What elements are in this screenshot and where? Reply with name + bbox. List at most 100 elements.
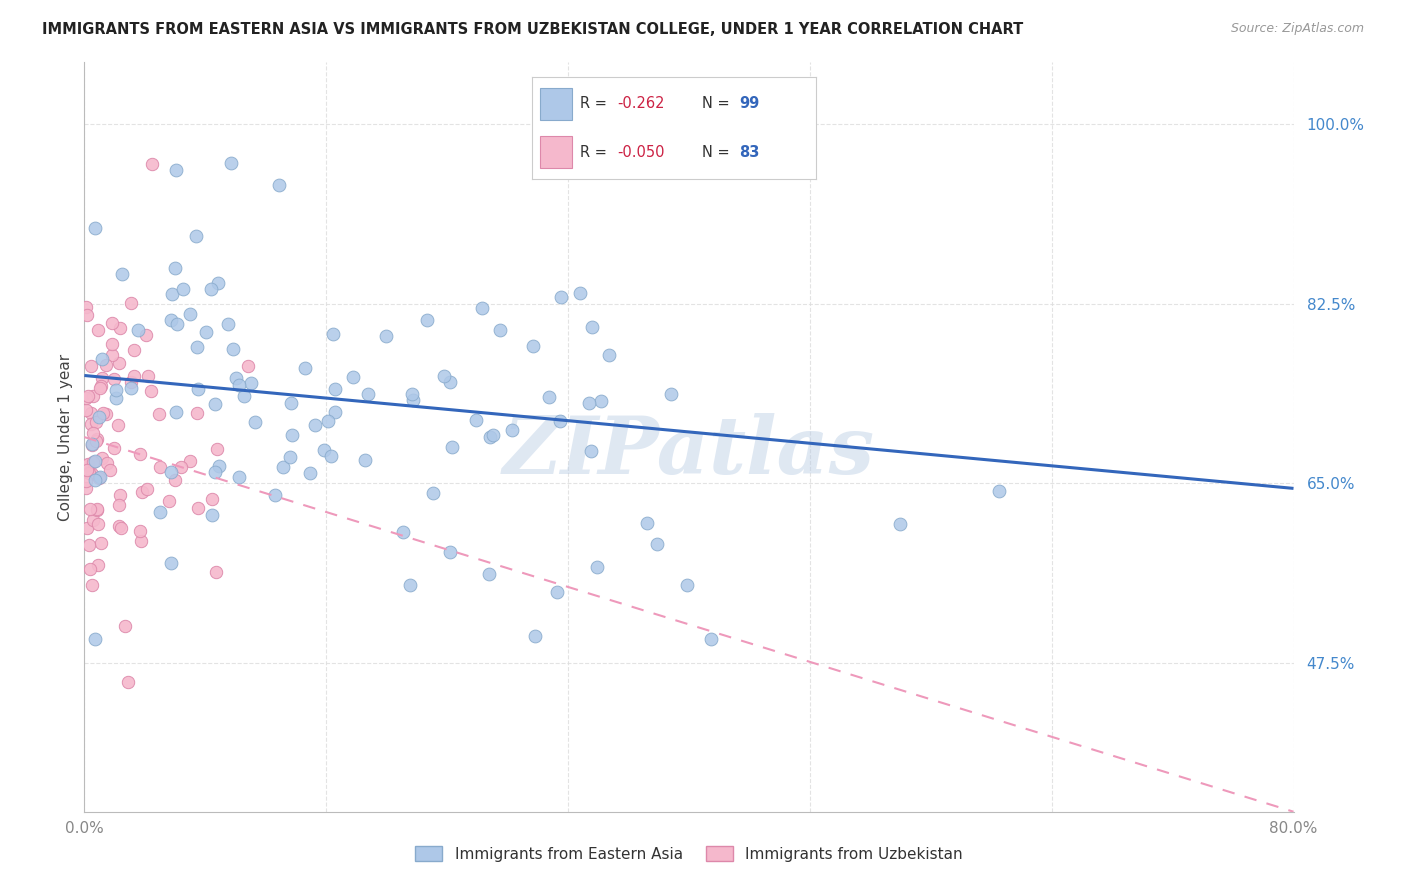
Point	[80, 578, 103, 592]
Point	[160, 557, 183, 571]
Point	[114, 619, 136, 633]
Point	[374, 329, 396, 343]
Point	[80, 359, 103, 374]
Point	[546, 584, 568, 599]
Point	[179, 454, 201, 468]
Point	[273, 459, 295, 474]
Point	[108, 519, 131, 533]
Point	[228, 470, 250, 484]
Point	[86, 501, 108, 516]
Legend: Immigrants from Eastern Asia, Immigrants from Uzbekistan: Immigrants from Eastern Asia, Immigrants…	[409, 839, 969, 868]
Point	[201, 491, 224, 506]
Point	[120, 375, 142, 389]
Point	[96, 456, 118, 470]
Point	[422, 486, 444, 500]
Point	[117, 675, 139, 690]
Point	[89, 381, 111, 395]
Point	[579, 444, 602, 458]
Point	[108, 321, 131, 335]
Point	[107, 418, 129, 433]
Point	[357, 387, 380, 401]
Point	[659, 387, 682, 401]
Point	[186, 229, 208, 244]
Point	[204, 465, 226, 479]
Point	[75, 300, 97, 314]
Point	[501, 423, 523, 437]
Point	[267, 178, 290, 193]
Point	[87, 323, 110, 337]
Point	[82, 455, 104, 469]
Point	[401, 386, 423, 401]
Point	[200, 282, 222, 296]
Point	[478, 567, 501, 582]
Point	[568, 285, 591, 300]
Point	[479, 430, 502, 444]
Point	[165, 405, 187, 419]
Point	[107, 498, 129, 512]
Point	[149, 460, 172, 475]
Point	[86, 503, 108, 517]
Point	[76, 458, 98, 472]
Point	[110, 267, 132, 281]
Point	[523, 629, 546, 643]
Point	[79, 501, 101, 516]
Point	[548, 414, 571, 428]
Point	[165, 473, 187, 487]
Point	[77, 538, 100, 552]
Point	[165, 162, 187, 177]
Point	[135, 482, 157, 496]
Point	[186, 340, 208, 354]
Point	[103, 441, 125, 455]
Text: Source: ZipAtlas.com: Source: ZipAtlas.com	[1230, 22, 1364, 36]
Point	[80, 437, 103, 451]
Point	[131, 485, 153, 500]
Point	[127, 323, 149, 337]
Point	[108, 488, 131, 502]
Point	[75, 403, 97, 417]
Point	[141, 157, 163, 171]
Point	[586, 560, 609, 574]
Point	[129, 534, 152, 549]
Point	[84, 415, 107, 429]
Point	[79, 562, 101, 576]
Point	[90, 370, 112, 384]
Point	[471, 301, 494, 316]
Text: ZIPatlas: ZIPatlas	[503, 413, 875, 491]
Point	[170, 459, 193, 474]
Point	[636, 516, 658, 530]
Point	[163, 261, 186, 276]
Point	[243, 415, 266, 429]
Point	[578, 395, 600, 409]
Point	[522, 339, 544, 353]
Point	[86, 434, 108, 449]
Point	[416, 313, 439, 327]
Point	[186, 406, 208, 420]
Point	[89, 471, 111, 485]
Point	[101, 316, 124, 330]
Point	[84, 473, 107, 487]
Point	[550, 290, 572, 304]
Y-axis label: College, Under 1 year: College, Under 1 year	[58, 353, 73, 521]
Point	[207, 276, 229, 290]
Point	[299, 466, 322, 480]
Point	[354, 452, 377, 467]
Point	[325, 405, 347, 419]
Point	[129, 446, 152, 460]
Point	[537, 390, 560, 404]
Point	[80, 417, 103, 431]
Point	[591, 394, 613, 409]
Point	[80, 406, 103, 420]
Point	[204, 397, 226, 411]
Point	[91, 451, 114, 466]
Point	[598, 348, 620, 362]
Point	[312, 443, 335, 458]
Point	[316, 414, 339, 428]
Point	[294, 361, 316, 376]
Point	[205, 565, 228, 579]
Point	[159, 465, 181, 479]
Point	[304, 418, 326, 433]
Point	[98, 463, 121, 477]
Point	[104, 383, 127, 397]
Point	[77, 457, 100, 471]
Point	[342, 369, 364, 384]
